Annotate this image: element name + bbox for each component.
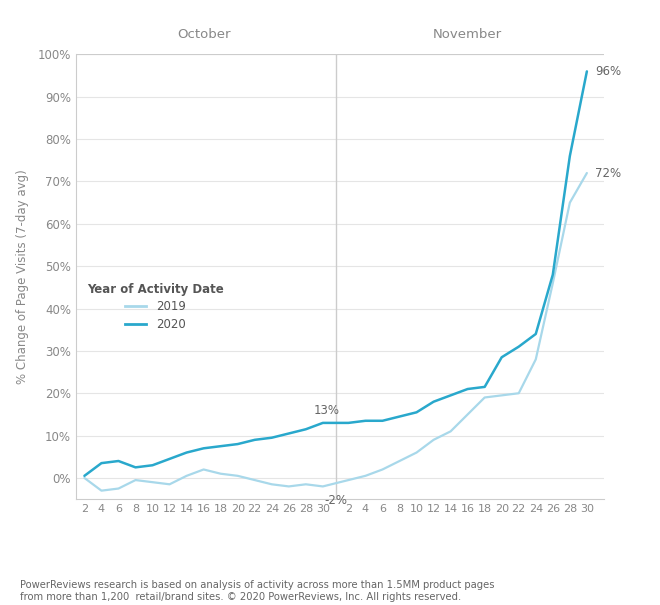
- Text: 72%: 72%: [595, 166, 622, 180]
- Text: 13%: 13%: [314, 404, 340, 416]
- Text: -2%: -2%: [324, 494, 347, 507]
- Text: 96%: 96%: [595, 65, 622, 78]
- Text: October: October: [177, 28, 230, 41]
- Legend: 2019, 2020: 2019, 2020: [87, 283, 224, 331]
- Y-axis label: % Change of Page Visits (7-day avg): % Change of Page Visits (7-day avg): [16, 169, 29, 384]
- Text: PowerReviews research is based on analysis of activity across more than 1.5MM pr: PowerReviews research is based on analys…: [20, 580, 494, 602]
- Text: November: November: [433, 28, 502, 41]
